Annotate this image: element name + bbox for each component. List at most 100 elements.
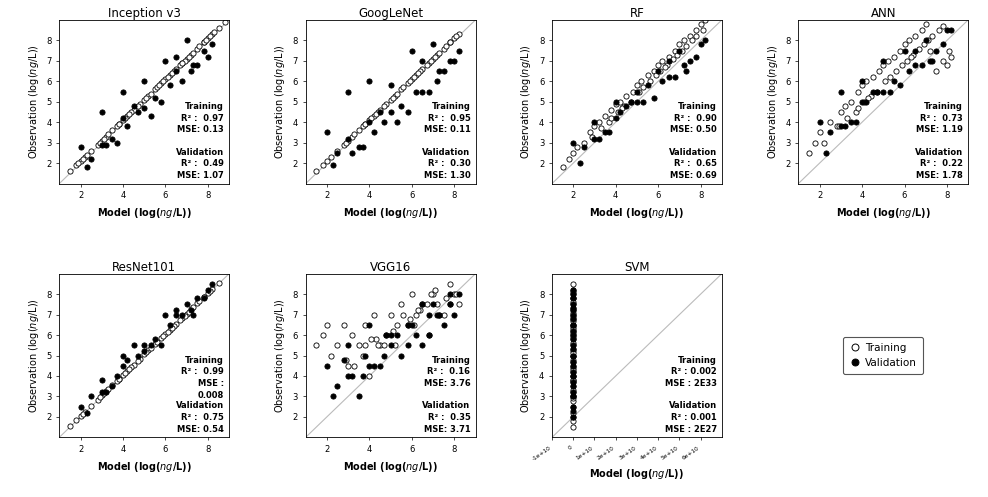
Point — [387, 91, 403, 99]
Text: Validation
R² :  0.49
MSE: 1.07: Validation R² : 0.49 MSE: 1.07 — [176, 148, 224, 180]
Text: Training
R² :  0.16
MSE: 3.76: Training R² : 0.16 MSE: 3.76 — [424, 355, 470, 388]
Point — [689, 32, 704, 40]
Point — [125, 106, 141, 114]
Point — [565, 413, 581, 421]
Point — [565, 378, 581, 386]
Point — [94, 376, 110, 384]
Point — [818, 149, 834, 157]
Point — [408, 331, 424, 339]
Point — [443, 57, 458, 65]
Point — [591, 135, 607, 143]
Point — [400, 80, 416, 87]
Point — [654, 78, 670, 85]
Point — [844, 118, 860, 126]
Point — [822, 118, 838, 126]
Point — [565, 366, 581, 374]
Point — [130, 357, 146, 365]
Point — [384, 93, 400, 101]
Point — [125, 341, 141, 349]
Point — [650, 67, 666, 75]
Point — [565, 333, 581, 341]
Point — [96, 389, 112, 397]
Point — [400, 321, 416, 329]
Point — [565, 372, 581, 380]
Point — [94, 141, 110, 149]
Point — [72, 157, 88, 165]
Point — [635, 98, 651, 106]
Point — [90, 396, 106, 404]
Point — [362, 362, 377, 370]
Point — [376, 118, 392, 126]
Point — [565, 393, 581, 401]
Point — [639, 71, 655, 79]
Title: Inception v3: Inception v3 — [108, 7, 181, 20]
Point — [565, 409, 581, 417]
Point — [136, 104, 152, 112]
Point — [308, 167, 324, 175]
Point — [206, 28, 222, 36]
Point — [111, 375, 126, 383]
Point — [565, 358, 581, 366]
Point — [565, 335, 581, 343]
Point — [576, 139, 592, 147]
Point — [404, 290, 420, 298]
Point — [111, 375, 126, 383]
Point — [565, 351, 581, 359]
Point — [899, 57, 915, 65]
Point — [404, 47, 420, 55]
Point — [432, 67, 448, 75]
Point — [77, 153, 93, 161]
Point — [366, 112, 381, 120]
Point — [203, 287, 218, 295]
Point — [181, 308, 197, 316]
Point — [94, 108, 110, 116]
Point — [412, 67, 428, 75]
Point — [395, 311, 411, 319]
Point — [205, 40, 220, 48]
Point — [217, 18, 233, 26]
Point — [565, 294, 581, 302]
Point — [425, 55, 441, 63]
Point — [855, 98, 870, 106]
Point — [190, 45, 206, 53]
Point — [153, 80, 169, 87]
Point — [412, 307, 428, 315]
Point — [355, 143, 370, 151]
Text: Training
R² : 0.002
MSE : 2E33: Training R² : 0.002 MSE : 2E33 — [665, 355, 716, 388]
Text: Validation
R² :  0.22
MSE: 1.78: Validation R² : 0.22 MSE: 1.78 — [915, 148, 963, 180]
Point — [661, 53, 677, 61]
Point — [340, 135, 356, 143]
Point — [185, 49, 201, 57]
Point — [432, 49, 448, 57]
Point — [120, 367, 135, 375]
Point — [901, 36, 917, 44]
Point — [340, 137, 356, 145]
Point — [109, 139, 124, 147]
Point — [200, 34, 215, 42]
Point — [330, 382, 346, 390]
Point — [404, 321, 420, 329]
Point — [565, 323, 581, 331]
X-axis label: Model (log($\mathit{ng}$/L)): Model (log($\mathit{ng}$/L)) — [97, 460, 192, 474]
Text: Training
R² :  0.97
MSE: 0.13: Training R² : 0.97 MSE: 0.13 — [177, 102, 224, 134]
Point — [62, 167, 78, 175]
Point — [415, 341, 431, 349]
Title: RF: RF — [629, 7, 644, 20]
Point — [839, 114, 855, 122]
Point — [436, 67, 452, 75]
Point — [142, 112, 158, 120]
Point — [591, 118, 607, 126]
Point — [697, 36, 712, 44]
Point — [122, 365, 137, 373]
Point — [565, 388, 581, 396]
Point — [98, 387, 114, 395]
Point — [565, 305, 581, 313]
Point — [667, 73, 683, 81]
Point — [652, 67, 668, 75]
Point — [105, 381, 121, 389]
Point — [325, 393, 341, 401]
Y-axis label: Observation (log($\mathit{ng}$/L)): Observation (log($\mathit{ng}$/L)) — [520, 298, 534, 413]
Point — [70, 159, 86, 167]
Point — [387, 341, 403, 349]
Point — [593, 124, 609, 132]
